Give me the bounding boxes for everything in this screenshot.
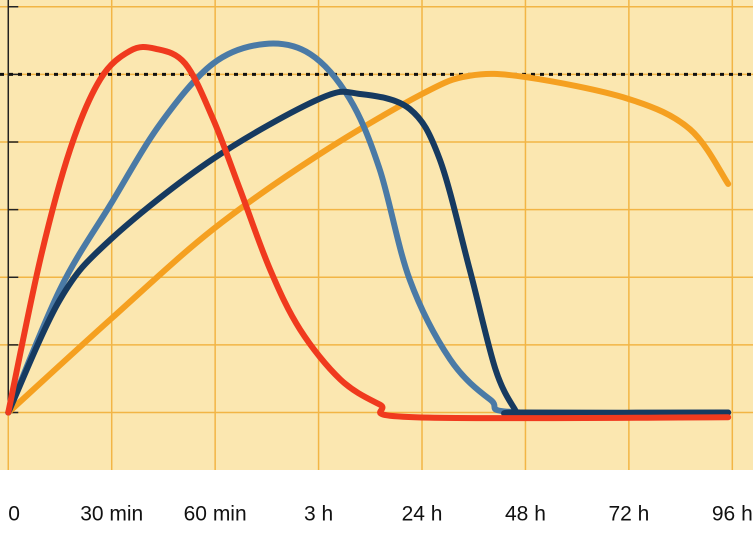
x-tick-label: 30 min: [80, 503, 143, 526]
line-series: [5, 88, 732, 417]
plot-background: [0, 0, 753, 470]
line-series: [5, 40, 732, 417]
x-tick-label: 48 h: [505, 503, 546, 526]
x-tick-label: 96 h: [712, 503, 753, 526]
x-tick-label: 0: [8, 503, 20, 526]
x-tick-label: 60 min: [184, 503, 247, 526]
x-tick-label: 72 h: [608, 503, 649, 526]
line-series: [5, 44, 732, 422]
x-tick-label: 24 h: [402, 503, 443, 526]
line-series: [5, 70, 732, 416]
x-tick-label: 3 h: [304, 503, 333, 526]
